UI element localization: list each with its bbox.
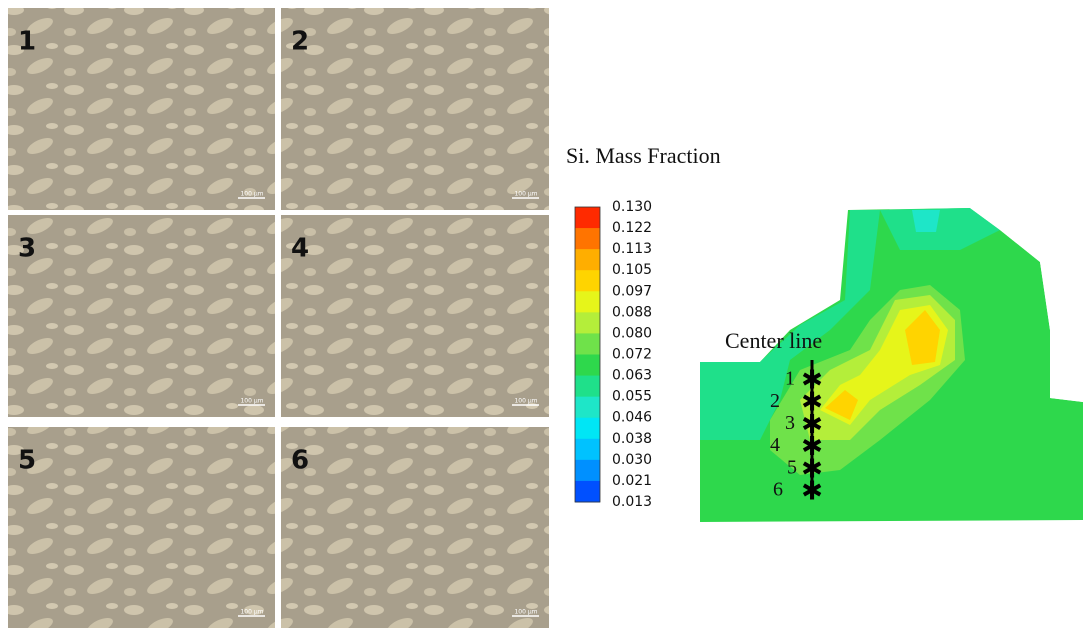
colorbar-label: 0.030 (612, 452, 652, 468)
panel-label: 1 (18, 27, 36, 57)
point-label: 3 (785, 412, 795, 434)
micrograph-image (8, 427, 275, 628)
colorbar-segment (575, 439, 600, 461)
point-label: 2 (770, 390, 780, 412)
center-line-label: Center line (725, 328, 822, 353)
scale-bar-label: 100 µm (240, 398, 263, 405)
colorbar-label: 0.122 (612, 220, 652, 236)
micrograph-grid: 1 100 µm 2 100 µm 3 100 µm 4 100 µm 5 100 µm 6 100 … (8, 8, 549, 628)
colorbar-segment (575, 481, 600, 503)
colorbar: 0.130 0.122 0.113 0.105 0.097 0.088 0.080 0.072… (575, 199, 652, 510)
colorbar-title: Si. Mass Fraction (566, 143, 721, 168)
micrograph: 2 100 µm (281, 8, 549, 210)
colorbar-label: 0.105 (612, 262, 652, 278)
colorbar-label: 0.097 (612, 283, 652, 299)
colorbar-label: 0.063 (612, 368, 652, 384)
panel-label: 6 (291, 446, 309, 476)
scale-bar-label: 100 µm (514, 398, 537, 405)
micrograph: 6 100 µm (281, 427, 549, 628)
colorbar-segment (575, 228, 600, 250)
colorbar-label: 0.088 (612, 304, 652, 320)
colorbar-segment (575, 460, 600, 482)
colorbar-segment (575, 291, 600, 313)
figure: 1 100 µm 2 100 µm 3 100 µm 4 100 µm 5 100 µm 6 100 … (0, 0, 1083, 628)
panel-label: 2 (291, 27, 309, 57)
scale-bar-label: 100 µm (514, 191, 537, 198)
scale-bar-label: 100 µm (240, 609, 263, 616)
micrograph: 5 100 µm (8, 427, 275, 628)
colorbar-segment (575, 355, 600, 377)
point-label: 5 (787, 456, 797, 478)
point-label: 6 (773, 479, 783, 501)
micrograph-image (8, 215, 275, 417)
micrograph-image (281, 427, 549, 628)
point-label: 1 (785, 368, 795, 390)
micrograph: 3 100 µm (8, 215, 275, 417)
colorbar-label: 0.021 (612, 473, 652, 489)
point-label: 4 (770, 434, 780, 456)
colorbar-segment (575, 249, 600, 271)
micrograph-image (281, 8, 549, 210)
colorbar-label: 0.130 (612, 199, 652, 215)
panel-label: 5 (18, 446, 36, 476)
micrograph: 4 100 µm (281, 215, 549, 417)
colorbar-segment (575, 270, 600, 292)
colorbar-label: 0.013 (612, 494, 652, 510)
point-marker: ✱ (801, 477, 823, 507)
panel-label: 3 (18, 234, 36, 264)
micrograph-image (8, 8, 275, 210)
contour-plot: Center line ✱1✱2✱3✱4✱5✱6 (700, 208, 1083, 522)
colorbar-label: 0.072 (612, 347, 652, 363)
colorbar-segment (575, 376, 600, 398)
colorbar-segment (575, 397, 600, 419)
micrograph: 1 100 µm (8, 8, 275, 210)
colorbar-label: 0.055 (612, 389, 652, 405)
micrograph-image (281, 215, 549, 417)
panel-label: 4 (291, 234, 309, 264)
colorbar-segment (575, 418, 600, 440)
colorbar-label: 0.038 (612, 431, 652, 447)
colorbar-segment (575, 333, 600, 355)
scale-bar-label: 100 µm (240, 191, 263, 198)
colorbar-label: 0.080 (612, 325, 652, 341)
colorbar-label: 0.113 (612, 241, 652, 257)
colorbar-segment (575, 312, 600, 334)
colorbar-segment (575, 207, 600, 229)
scale-bar-label: 100 µm (514, 609, 537, 616)
colorbar-label: 0.046 (612, 410, 652, 426)
